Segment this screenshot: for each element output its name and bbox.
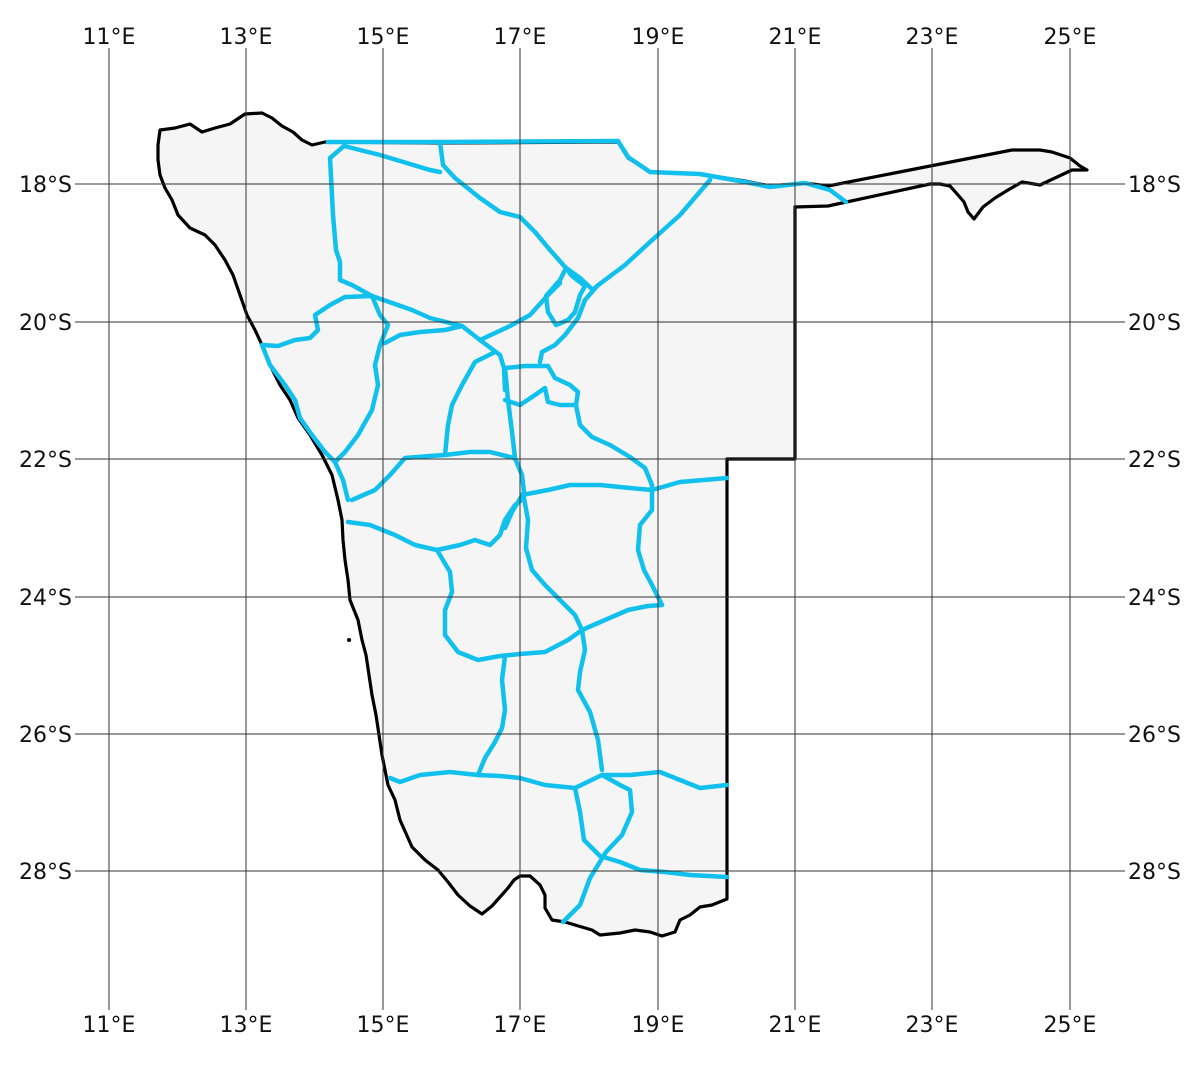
longitude-labels-top: 11°E 13°E 15°E 17°E 19°E 21°E 23°E 25°E [83, 25, 1097, 50]
lon-label-bottom: 13°E [220, 1013, 273, 1038]
lon-label-top: 25°E [1044, 25, 1097, 50]
road-mariental-keetmanshoop [575, 627, 605, 773]
lon-label-bottom: 25°E [1044, 1013, 1097, 1038]
lat-label-right: 26°S [1128, 723, 1181, 748]
lon-label-bottom: 11°E [83, 1013, 136, 1038]
road-network [259, 138, 849, 925]
road-gobabis-south [635, 482, 665, 608]
lon-label-bottom: 17°E [494, 1013, 547, 1038]
meridian-lines [108, 48, 1071, 1010]
lat-label-left: 22°S [19, 448, 72, 473]
lat-label-left: 18°S [19, 173, 72, 198]
road-windhoek-rehoboth [521, 495, 585, 633]
lon-label-bottom: 19°E [632, 1013, 685, 1038]
lon-label-bottom: 21°E [769, 1013, 822, 1038]
road-windhoek-gobabis [519, 475, 730, 498]
lon-label-top: 19°E [632, 25, 685, 50]
lon-label-top: 21°E [769, 25, 822, 50]
lon-label-top: 17°E [494, 25, 547, 50]
lat-label-left: 24°S [19, 586, 72, 611]
road-grootfontein-tsumeb [537, 283, 600, 365]
country-outline [156, 111, 1089, 938]
lat-label-right: 28°S [1128, 860, 1181, 885]
road-maltahohe-helmeringhausen [475, 653, 508, 778]
road-khorixas-outjo [382, 323, 465, 346]
latitude-labels-left: 18°S 20°S 22°S 24°S 26°S 28°S [19, 173, 72, 885]
road-solitaire-maltahohe [434, 547, 585, 663]
lon-label-bottom: 23°E [906, 1013, 959, 1038]
graticule [75, 48, 1125, 1010]
lon-label-top: 23°E [906, 25, 959, 50]
lat-label-left: 28°S [19, 860, 72, 885]
road-ruacana-rundu [437, 139, 713, 293]
road-west-spine [327, 143, 375, 299]
longitude-labels-bottom: 11°E 13°E 15°E 17°E 19°E 21°E 23°E 25°E [83, 1013, 1097, 1038]
latitude-labels-right: 18°S 20°S 22°S 24°S 26°S 28°S [1128, 173, 1181, 885]
road-ruacana-etosha [341, 143, 443, 175]
road-okahandja-omaruru [442, 449, 517, 461]
lat-label-right: 24°S [1128, 586, 1181, 611]
lat-label-left: 26°S [19, 723, 72, 748]
road-otjiwarongo-east [502, 363, 581, 408]
road-swakopmund-windhoek [345, 495, 527, 553]
road-north-border [325, 138, 849, 205]
lat-label-right: 18°S [1128, 173, 1181, 198]
lat-label-right: 20°S [1128, 311, 1181, 336]
road-aranos [579, 602, 665, 633]
lon-label-top: 11°E [83, 25, 136, 50]
offshore-islet [347, 638, 351, 642]
parallel-lines [75, 183, 1125, 872]
lon-label-bottom: 15°E [357, 1013, 410, 1038]
lat-label-right: 22°S [1128, 448, 1181, 473]
road-coast-kamanjab [259, 293, 375, 349]
road-grunau-border [560, 772, 635, 925]
lon-label-top: 15°E [357, 25, 410, 50]
lon-label-top: 13°E [220, 25, 273, 50]
road-luderitz-keetmanshoop [387, 769, 730, 791]
road-keetmanshoop-south [572, 785, 730, 880]
road-gobabis-north [573, 402, 655, 488]
road-coast-north [259, 342, 351, 503]
road-outjo-grootfontein [477, 280, 563, 343]
road-khorixas [332, 293, 391, 465]
lat-label-left: 20°S [19, 311, 72, 336]
